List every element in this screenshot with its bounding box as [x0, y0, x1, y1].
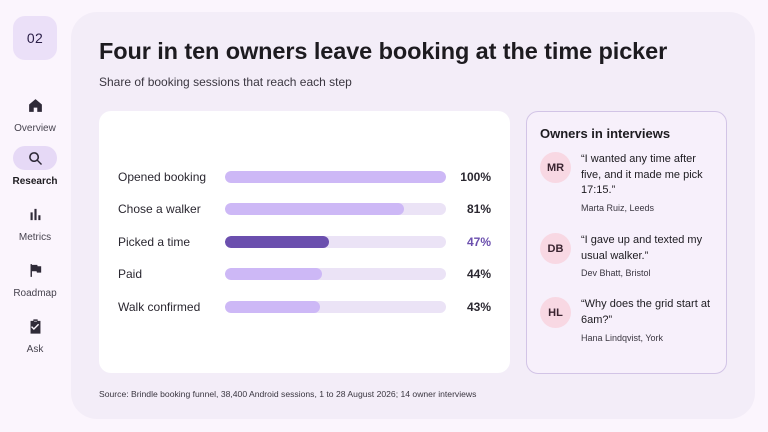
funnel-value-label: 47%: [466, 235, 491, 249]
nav-pill: [13, 146, 57, 170]
funnel-step-label: Paid: [118, 267, 143, 281]
quote-text: “I gave up and texted my usual walker.”: [581, 234, 703, 262]
funnel-bar: [225, 171, 446, 183]
avatar: MR: [540, 152, 571, 183]
quote-author: Dev Bhatt, Bristol: [581, 268, 651, 278]
funnel-row: Paid 44%: [99, 264, 510, 284]
quote-text: “Why does the grid start at 6am?”: [581, 298, 710, 326]
slide-title: Four in ten owners leave booking at the …: [99, 38, 668, 64]
nav-pill: [13, 93, 57, 117]
funnel-bar: [225, 236, 329, 248]
funnel-row: Opened booking 100%: [99, 167, 510, 187]
nav-item-metrics[interactable]: Metrics: [0, 202, 70, 252]
funnel-step-label: Chose a walker: [118, 202, 201, 216]
nav-pill: [13, 314, 57, 338]
nav-pill: [13, 258, 57, 282]
funnel-bar-track: [225, 268, 446, 280]
quote-author: Hana Lindqvist, York: [581, 333, 664, 343]
nav-label: Metrics: [18, 232, 52, 243]
funnel-row: Picked a time 47%: [99, 232, 510, 252]
quote-text: “I wanted any time after five, and it ma…: [581, 153, 703, 196]
nav-item-research[interactable]: Research: [0, 146, 70, 196]
nav-item-roadmap[interactable]: Roadmap: [0, 258, 70, 308]
funnel-value-label: 43%: [466, 300, 491, 314]
funnel-row: Walk confirmed 43%: [99, 297, 510, 317]
nav-item-ask[interactable]: Ask: [0, 314, 70, 364]
nav-pill: [13, 202, 57, 226]
quote-author: Marta Ruiz, Leeds: [581, 203, 655, 213]
quotes-title: Owners in interviews: [540, 126, 671, 141]
funnel-bar-track: [225, 301, 446, 313]
nav-label: Overview: [14, 123, 56, 134]
nav-label: Research: [12, 176, 58, 187]
funnel-value-label: 44%: [466, 267, 491, 281]
funnel-row: Chose a walker 81%: [99, 199, 510, 219]
funnel-bar-track: [225, 236, 446, 248]
funnel-bar: [225, 301, 320, 313]
funnel-step-label: Opened booking: [118, 170, 207, 184]
funnel-bar-track: [225, 171, 446, 183]
funnel-value-label: 100%: [460, 170, 491, 184]
source-note: Source: Brindle booking funnel, 38,400 A…: [99, 389, 477, 399]
nav-item-overview[interactable]: Overview: [0, 93, 70, 143]
funnel-step-label: Walk confirmed: [118, 300, 201, 314]
search-icon: [28, 151, 42, 165]
funnel-step-label: Picked a time: [118, 235, 191, 249]
avatar: HL: [540, 297, 571, 328]
quotes-panel: Owners in interviews MR “I wanted any ti…: [526, 111, 727, 374]
nav-label: Roadmap: [13, 288, 57, 299]
nav-label: Ask: [26, 344, 44, 355]
clipboard-check-icon: [30, 318, 40, 334]
funnel-bar-track: [225, 203, 446, 215]
slide-subtitle: Share of booking sessions that reach eac…: [99, 75, 352, 89]
home-icon: [28, 98, 42, 112]
funnel-value-label: 81%: [466, 202, 491, 216]
avatar: DB: [540, 233, 571, 264]
navigation-rail: 02 Overview Research Metrics Roadmap Ask: [0, 0, 70, 432]
slide-card: Four in ten owners leave booking at the …: [71, 12, 755, 419]
funnel-bar: [225, 203, 404, 215]
flag-icon: [30, 263, 41, 277]
funnel-bar: [225, 268, 322, 280]
slide-number-badge: 02: [13, 16, 57, 60]
funnel-chart: Opened booking 100% Chose a walker 81% Picke…: [99, 111, 510, 373]
bar-chart-icon: [30, 208, 40, 220]
